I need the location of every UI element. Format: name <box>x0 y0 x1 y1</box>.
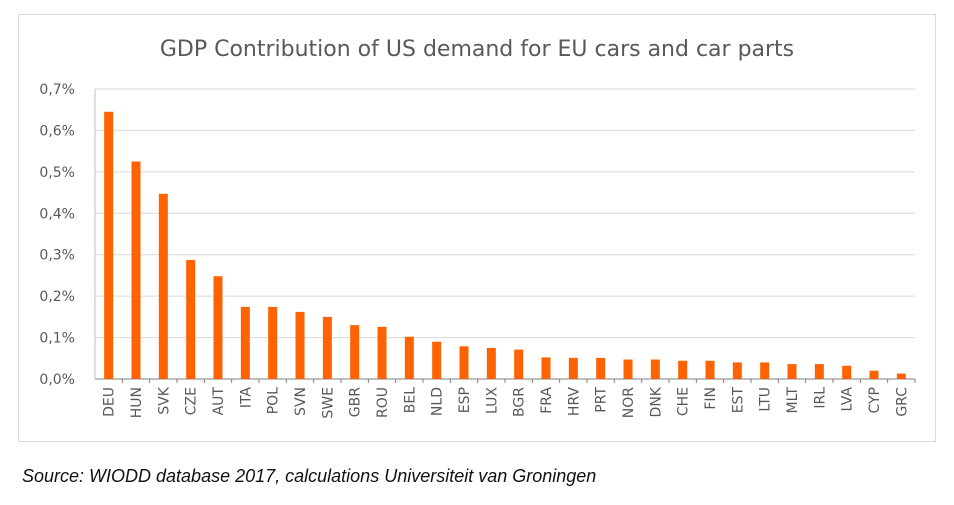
x-tick-label: ITA <box>238 387 254 409</box>
bar-svk <box>158 193 168 379</box>
y-tick-label: 0,7% <box>39 82 75 98</box>
bar-est <box>732 362 742 379</box>
bar-grc <box>896 373 906 379</box>
bar-fra <box>541 357 551 379</box>
x-tick-label: SWE <box>320 387 336 419</box>
y-tick-label: 0,3% <box>39 248 75 264</box>
bar-swe <box>322 316 332 379</box>
y-tick-label: 0,0% <box>39 372 75 388</box>
bar-fin <box>705 360 715 379</box>
bar-pol <box>268 306 278 379</box>
x-tick-label: LUX <box>484 387 500 414</box>
bar-lux <box>486 347 496 379</box>
x-tick-label: NLD <box>430 387 446 416</box>
y-tick-label: 0,1% <box>39 331 75 347</box>
x-tick-label: FRA <box>539 387 555 414</box>
x-tick-label: PRT <box>594 387 610 413</box>
bar-mlt <box>787 364 797 379</box>
bar-lva <box>842 365 852 379</box>
x-tick-label: HRV <box>566 387 582 416</box>
x-tick-label: SVK <box>156 386 172 414</box>
x-tick-label: DNK <box>648 386 664 417</box>
bar-bgr <box>514 349 524 379</box>
x-tick-label: NOR <box>621 387 637 418</box>
bar-svn <box>295 311 305 379</box>
x-tick-label: MLT <box>785 387 801 414</box>
chart-frame: GDP Contribution of US demand for EU car… <box>18 14 936 442</box>
x-tick-label: LTU <box>758 387 774 412</box>
x-tick-label: IRL <box>812 387 828 409</box>
x-tick-label: ESP <box>457 387 473 413</box>
x-tick-label: FIN <box>703 387 719 410</box>
x-tick-label: HUN <box>129 387 145 418</box>
chart-title: GDP Contribution of US demand for EU car… <box>159 37 795 62</box>
y-tick-label: 0,2% <box>39 289 75 305</box>
x-tick-label: POL <box>266 387 282 414</box>
x-tick-label: GRC <box>894 387 910 417</box>
bar-irl <box>814 364 824 379</box>
bar-nor <box>623 359 633 379</box>
source-note: Source: WIODD database 2017, calculation… <box>22 466 597 486</box>
x-tick-label: BGR <box>512 387 528 417</box>
bar-gbr <box>350 325 360 379</box>
x-tick-label: ROU <box>375 387 391 418</box>
x-tick-label: AUT <box>211 387 227 416</box>
bar-aut <box>213 276 223 379</box>
bar-cze <box>186 260 196 379</box>
x-tick-label: CYP <box>867 387 883 414</box>
bar-hun <box>131 161 141 379</box>
x-tick-label: LVA <box>840 387 856 412</box>
bar-ltu <box>760 362 770 379</box>
bar-ita <box>240 306 250 379</box>
x-tick-label: EST <box>730 387 746 414</box>
x-tick-label: SVN <box>293 387 309 416</box>
x-tick-label: BEL <box>402 387 418 413</box>
y-tick-label: 0,4% <box>39 206 75 222</box>
x-tick-label: GBR <box>348 387 364 417</box>
bar-cyp <box>869 370 879 379</box>
x-tick-label: CHE <box>676 387 692 416</box>
bar-rou <box>377 326 387 379</box>
y-tick-label: 0,6% <box>39 123 75 139</box>
x-tick-label: CZE <box>184 387 200 415</box>
bar-che <box>678 360 688 379</box>
bar-deu <box>104 111 114 380</box>
bar-hrv <box>568 357 578 379</box>
bar-nld <box>432 341 442 379</box>
bar-dnk <box>650 359 660 379</box>
y-tick-label: 0,5% <box>39 165 75 181</box>
bar-prt <box>596 357 606 379</box>
x-tick-label: DEU <box>102 387 118 417</box>
bar-bel <box>404 336 414 379</box>
bar-esp <box>459 346 469 379</box>
